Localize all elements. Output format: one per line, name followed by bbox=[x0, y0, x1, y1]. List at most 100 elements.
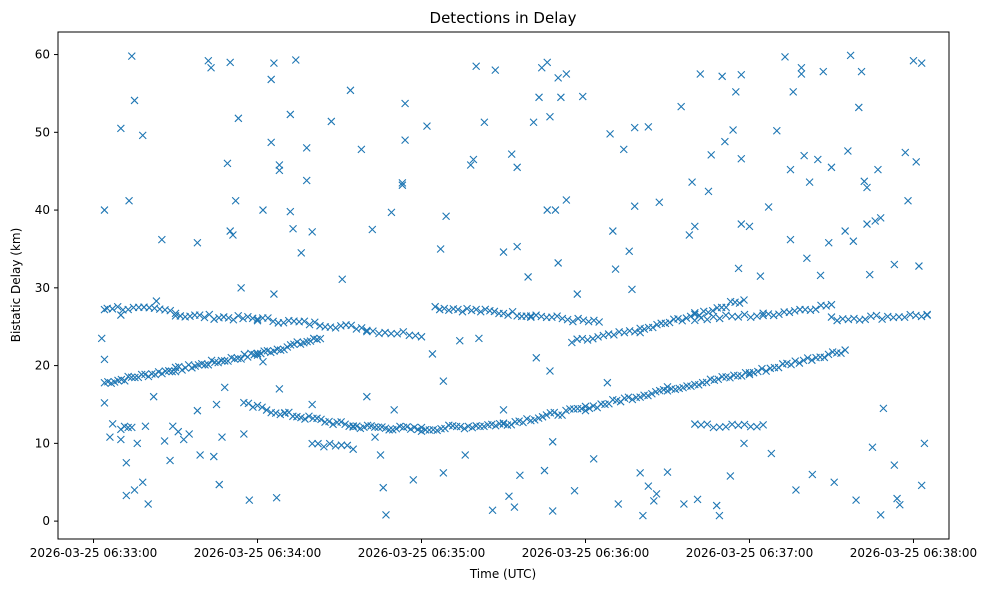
data-point bbox=[690, 222, 699, 231]
data-point bbox=[595, 318, 604, 326]
data-point bbox=[791, 357, 800, 366]
data-point bbox=[381, 328, 389, 337]
data-point bbox=[308, 227, 317, 236]
data-point bbox=[846, 51, 855, 60]
data-point bbox=[352, 422, 361, 430]
data-point bbox=[329, 420, 337, 429]
data-point bbox=[249, 403, 257, 411]
data-point bbox=[245, 496, 254, 505]
data-point bbox=[694, 380, 703, 389]
data-point bbox=[108, 420, 117, 428]
data-point bbox=[709, 312, 718, 321]
data-point bbox=[920, 439, 929, 448]
data-point bbox=[343, 441, 352, 450]
data-point bbox=[799, 356, 808, 365]
data-point bbox=[127, 423, 136, 432]
data-point bbox=[505, 492, 513, 501]
data-point bbox=[195, 311, 204, 319]
data-point bbox=[460, 424, 469, 433]
data-point bbox=[872, 311, 881, 320]
data-point bbox=[507, 420, 516, 429]
data-point bbox=[824, 350, 833, 359]
data-point bbox=[674, 314, 682, 323]
data-point bbox=[302, 143, 311, 152]
data-point bbox=[588, 334, 597, 343]
data-point bbox=[226, 58, 235, 67]
data-point bbox=[275, 385, 284, 393]
data-point bbox=[589, 455, 598, 463]
data-point bbox=[707, 150, 716, 159]
data-point bbox=[563, 315, 572, 324]
data-point bbox=[696, 70, 705, 78]
data-point bbox=[253, 349, 262, 358]
data-point bbox=[256, 349, 265, 358]
data-point bbox=[861, 315, 870, 324]
data-point bbox=[589, 402, 598, 410]
data-point bbox=[795, 359, 804, 367]
data-point bbox=[193, 406, 202, 415]
data-point bbox=[762, 367, 771, 376]
data-point bbox=[122, 458, 131, 467]
data-point bbox=[781, 52, 789, 61]
data-point bbox=[871, 217, 880, 225]
data-point bbox=[702, 378, 711, 387]
data-point bbox=[800, 151, 809, 160]
data-point bbox=[756, 272, 765, 281]
data-point bbox=[827, 163, 836, 172]
data-point bbox=[567, 338, 576, 347]
data-point bbox=[737, 220, 746, 228]
data-point bbox=[158, 369, 166, 378]
data-point bbox=[347, 321, 356, 330]
data-point bbox=[648, 323, 657, 332]
data-point bbox=[125, 196, 133, 205]
data-point bbox=[469, 155, 478, 164]
data-point bbox=[863, 183, 871, 192]
data-point bbox=[331, 323, 340, 332]
data-point bbox=[526, 313, 535, 322]
data-point bbox=[599, 331, 608, 340]
data-point bbox=[663, 386, 672, 395]
data-point bbox=[611, 265, 620, 274]
data-point bbox=[703, 315, 712, 324]
data-point bbox=[403, 422, 412, 431]
data-point bbox=[138, 478, 147, 487]
data-point bbox=[640, 325, 649, 334]
data-point bbox=[234, 114, 243, 123]
data-point bbox=[398, 181, 407, 190]
data-point bbox=[797, 70, 806, 78]
data-point bbox=[764, 310, 773, 318]
data-markers bbox=[97, 51, 932, 520]
data-point bbox=[410, 423, 419, 432]
data-point bbox=[215, 480, 224, 489]
data-point bbox=[685, 231, 694, 239]
data-point bbox=[370, 423, 379, 431]
data-point bbox=[286, 110, 295, 119]
data-point bbox=[476, 307, 485, 316]
data-point bbox=[185, 430, 194, 438]
data-point bbox=[218, 433, 226, 442]
data-point bbox=[264, 314, 272, 322]
data-point bbox=[807, 356, 816, 365]
data-point bbox=[849, 237, 858, 246]
data-point bbox=[554, 73, 563, 82]
data-point bbox=[385, 425, 394, 434]
data-point bbox=[466, 161, 475, 169]
data-point bbox=[207, 63, 215, 72]
data-point bbox=[532, 353, 541, 362]
data-point bbox=[562, 70, 571, 78]
data-point bbox=[300, 317, 309, 326]
data-point bbox=[455, 336, 464, 345]
data-point bbox=[253, 401, 262, 410]
data-point bbox=[504, 311, 512, 320]
data-point bbox=[590, 316, 598, 325]
data-point bbox=[513, 242, 522, 251]
data-point bbox=[456, 422, 465, 431]
data-point bbox=[901, 148, 910, 157]
x-tick-label: 2026-03-25 06:37:00 bbox=[686, 546, 813, 560]
data-point bbox=[360, 423, 368, 432]
data-point bbox=[289, 224, 297, 233]
data-point bbox=[759, 311, 768, 320]
data-point bbox=[398, 178, 407, 187]
data-point bbox=[376, 451, 385, 459]
